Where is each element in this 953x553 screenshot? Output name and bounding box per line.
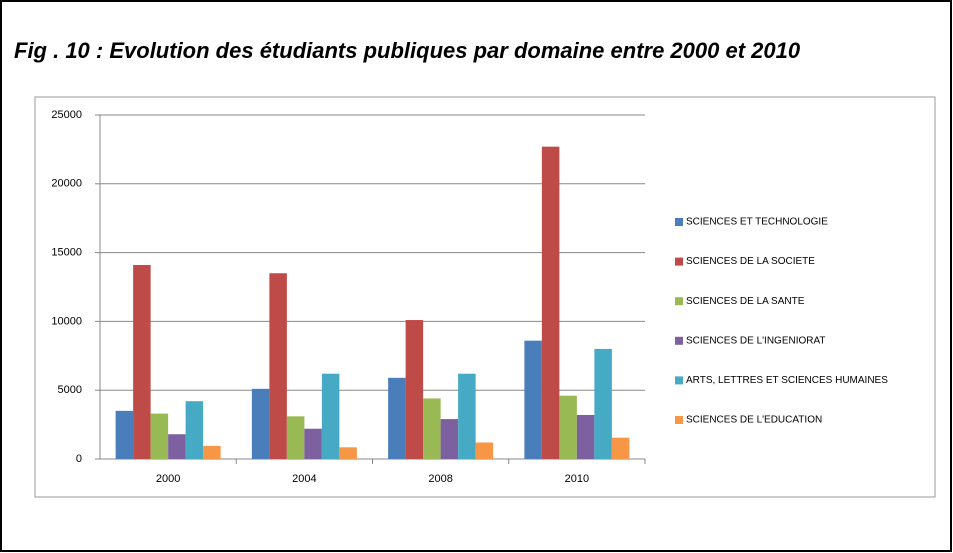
bar bbox=[185, 401, 204, 459]
bar bbox=[594, 348, 612, 459]
bar bbox=[458, 373, 476, 459]
bar bbox=[440, 419, 459, 459]
y-tick-label: 15000 bbox=[51, 247, 82, 259]
bar bbox=[475, 442, 494, 459]
y-tick-label: 20000 bbox=[51, 178, 82, 190]
x-tick-label: 2008 bbox=[428, 473, 452, 485]
bar bbox=[150, 413, 169, 459]
bar bbox=[339, 447, 357, 459]
legend-label: SCIENCES DE L'EDUCATION bbox=[686, 415, 822, 426]
legend-swatch bbox=[675, 416, 683, 424]
bar bbox=[524, 340, 542, 459]
legend-label: SCIENCES DE LA SOCIETE bbox=[686, 256, 815, 267]
chart-title: Fig . 10 : Evolution des étudiants publi… bbox=[14, 38, 801, 63]
bar bbox=[133, 264, 151, 459]
legend-swatch bbox=[675, 336, 683, 345]
y-tick-label: 10000 bbox=[51, 315, 82, 327]
x-tick-label: 2004 bbox=[292, 473, 316, 485]
bar bbox=[115, 410, 134, 459]
y-tick-label: 5000 bbox=[58, 384, 82, 396]
x-tick-label: 2000 bbox=[156, 473, 180, 485]
bar bbox=[251, 388, 270, 459]
bar bbox=[423, 398, 441, 459]
bar bbox=[321, 373, 340, 459]
y-tick-label: 0 bbox=[76, 453, 82, 465]
legend-label: SCIENCES DE LA SANTE bbox=[686, 296, 805, 307]
legend-swatch bbox=[675, 218, 683, 226]
legend-label: SCIENCES DE L'INGENIORAT bbox=[686, 335, 826, 346]
bar bbox=[304, 428, 322, 459]
bar bbox=[269, 273, 287, 459]
bar bbox=[203, 445, 221, 459]
y-tick-label: 25000 bbox=[51, 109, 82, 121]
bar bbox=[388, 377, 406, 459]
bar bbox=[576, 414, 595, 459]
bar bbox=[541, 146, 560, 459]
bar bbox=[559, 395, 577, 459]
bar bbox=[405, 320, 424, 459]
legend-label: ARTS, LETTRES ET SCIENCES HUMAINES bbox=[686, 375, 888, 386]
chart-area bbox=[34, 96, 936, 498]
bar bbox=[286, 416, 305, 459]
legend-label: SCIENCES ET TECHNOLOGIE bbox=[686, 217, 828, 228]
legend-swatch bbox=[675, 297, 683, 306]
legend-swatch bbox=[675, 257, 683, 266]
legend-swatch bbox=[675, 376, 683, 385]
x-tick-label: 2010 bbox=[565, 473, 589, 485]
bar bbox=[611, 437, 630, 459]
bar bbox=[168, 434, 186, 459]
